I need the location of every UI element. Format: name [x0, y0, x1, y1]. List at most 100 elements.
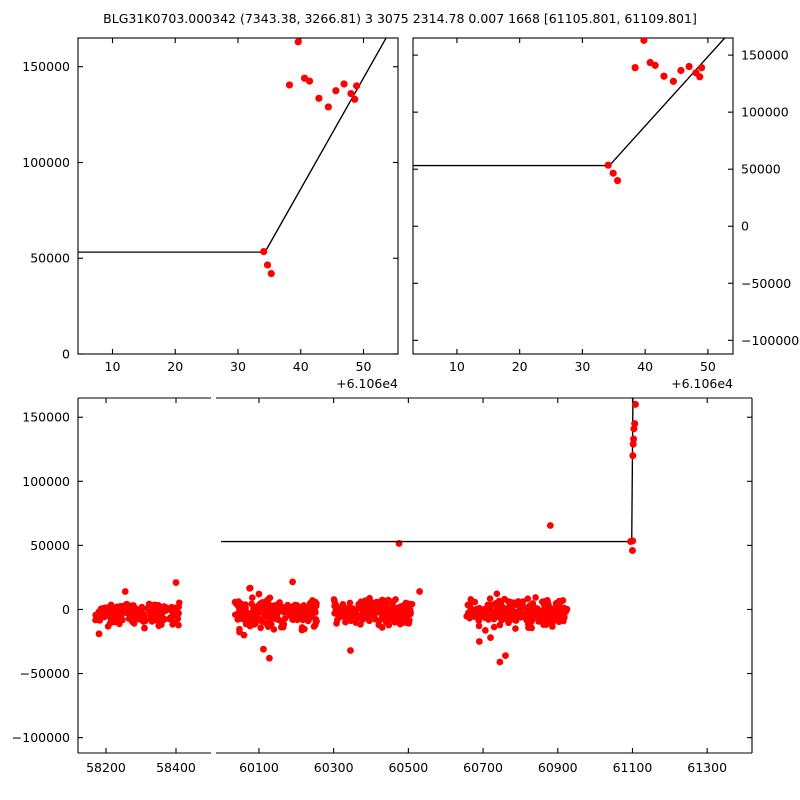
data-point	[261, 613, 268, 620]
data-point	[340, 80, 348, 88]
data-point	[517, 613, 525, 621]
data-point	[236, 625, 243, 633]
data-point	[516, 612, 523, 619]
data-point	[249, 594, 256, 601]
data-point	[103, 610, 111, 617]
data-point	[138, 606, 146, 614]
data-point	[130, 620, 138, 627]
data-point	[309, 597, 316, 604]
data-point	[471, 610, 479, 617]
data-point	[396, 618, 404, 625]
data-point	[405, 606, 413, 613]
data-point	[351, 610, 359, 617]
data-point	[265, 601, 273, 609]
data-point	[562, 608, 570, 615]
outlier-point	[172, 579, 180, 586]
data-point	[369, 606, 376, 614]
data-point	[118, 608, 126, 615]
data-point	[267, 602, 274, 609]
data-point	[285, 608, 293, 615]
data-point	[539, 609, 547, 616]
data-point	[148, 618, 156, 625]
data-point	[561, 614, 568, 621]
top-left-panel[interactable]: 0 50000 100000 150000 10 20 30 40 50 +6.106e4	[22, 17, 399, 391]
data-point	[239, 610, 247, 618]
data-point	[474, 609, 482, 616]
data-point	[537, 608, 545, 615]
data-point	[137, 606, 145, 614]
bottom-panel[interactable]: −100000 −50000 0 50000 100000 150000 58200 5840…	[12, 384, 753, 775]
data-point	[528, 624, 536, 632]
data-point	[541, 616, 548, 623]
data-point	[364, 598, 372, 606]
data-point	[371, 610, 379, 617]
data-point	[156, 609, 164, 617]
data-point	[467, 610, 475, 618]
data-point	[152, 613, 159, 621]
data-point	[273, 606, 281, 613]
data-point	[145, 607, 153, 615]
data-point	[464, 611, 472, 618]
data-point	[149, 610, 156, 617]
data-point	[487, 602, 495, 609]
data-point	[354, 612, 362, 619]
data-point	[239, 611, 247, 618]
data-point	[266, 594, 274, 602]
data-point	[250, 617, 257, 625]
data-point	[310, 623, 318, 630]
data-point	[543, 600, 551, 607]
data-point	[381, 612, 388, 619]
data-point	[545, 609, 553, 616]
data-point	[173, 604, 181, 612]
data-point	[290, 602, 297, 610]
data-point	[231, 598, 239, 606]
data-point	[482, 627, 489, 634]
data-point	[382, 604, 390, 612]
data-point	[149, 605, 157, 613]
data-point	[238, 602, 246, 609]
data-point	[268, 607, 275, 615]
data-point	[331, 610, 338, 617]
data-point	[379, 609, 386, 616]
data-point	[367, 598, 375, 606]
data-point	[262, 620, 270, 627]
data-point	[305, 609, 313, 616]
data-point	[123, 609, 130, 617]
data-point	[130, 604, 137, 612]
data-point	[399, 619, 407, 626]
data-point	[555, 613, 563, 621]
data-point	[471, 611, 479, 619]
data-point	[334, 611, 342, 618]
data-point	[235, 604, 243, 612]
data-point	[312, 617, 320, 625]
data-point	[282, 608, 289, 615]
data-point	[378, 596, 386, 604]
data-point	[145, 605, 152, 612]
data-point	[262, 603, 269, 610]
data-point	[549, 608, 556, 615]
data-point	[640, 38, 648, 44]
data-point	[370, 606, 378, 614]
data-point	[149, 607, 156, 615]
data-point	[120, 602, 127, 610]
data-point	[386, 606, 394, 613]
data-point	[405, 620, 413, 627]
data-point	[401, 616, 409, 623]
data-point	[97, 605, 105, 612]
top-right-frame	[412, 37, 734, 355]
data-point	[291, 601, 299, 609]
data-point	[495, 604, 502, 612]
data-point	[560, 614, 568, 622]
top-right-panel[interactable]: −100000 −50000 0 50000 100000 150000 10 20 30 40 5…	[412, 29, 799, 391]
data-point	[385, 596, 392, 604]
data-point	[385, 605, 392, 613]
event-data-point	[629, 452, 637, 460]
x-tick-label: 60700	[463, 760, 503, 775]
data-point	[140, 613, 148, 620]
data-point	[286, 612, 293, 619]
data-point	[275, 616, 283, 624]
x-tick-label: 50	[356, 359, 372, 374]
data-point	[382, 611, 389, 619]
data-point	[479, 611, 487, 618]
